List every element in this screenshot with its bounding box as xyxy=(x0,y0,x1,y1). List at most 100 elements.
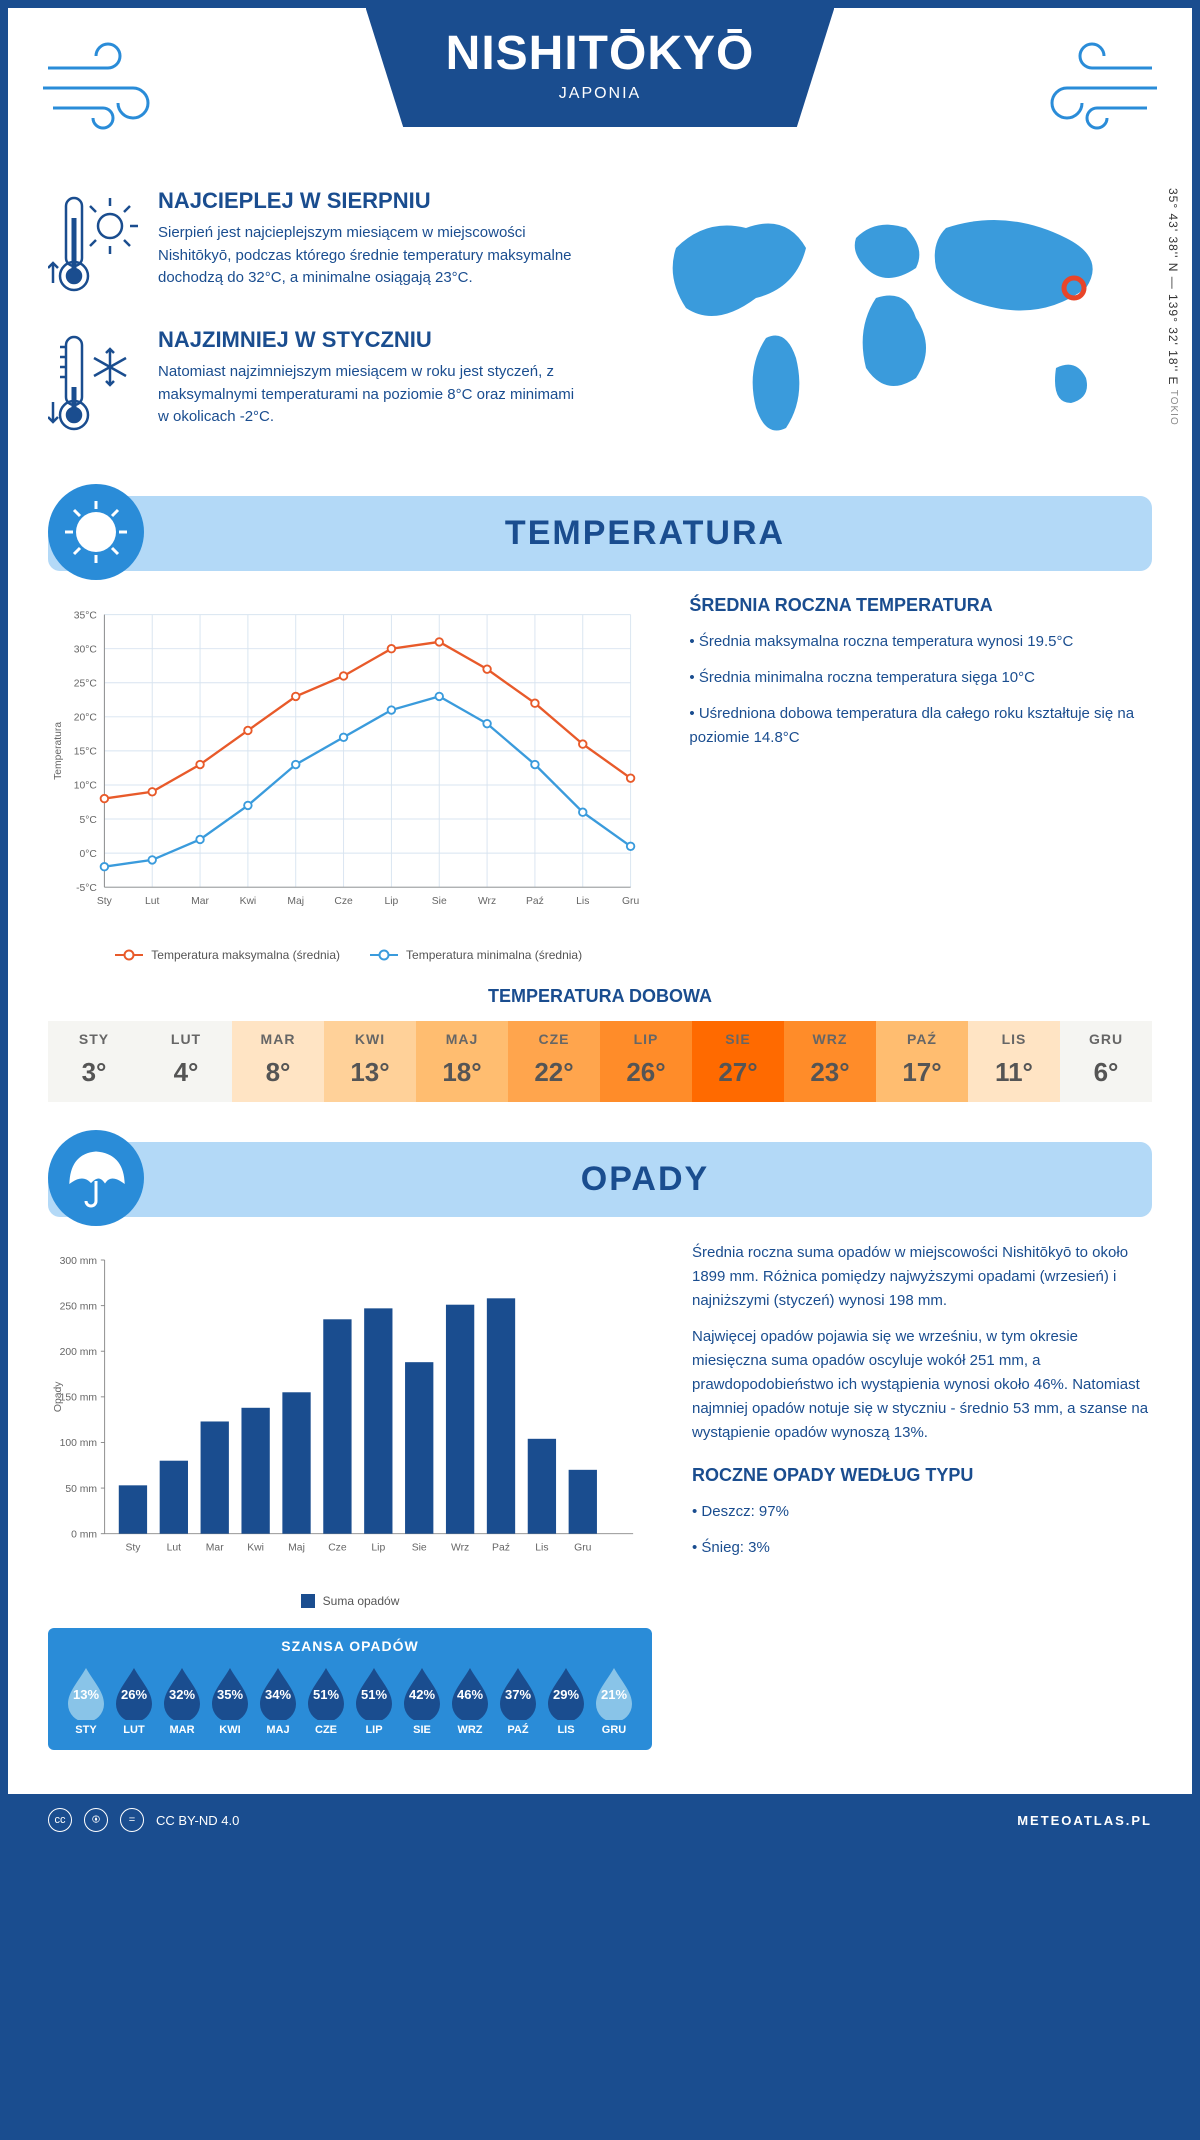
world-map: 35° 43' 38'' N — 139° 32' 18'' E TOKIO xyxy=(620,188,1152,466)
temperature-info: ŚREDNIA ROCZNA TEMPERATURA • Średnia mak… xyxy=(689,595,1152,962)
temperature-title: TEMPERATURA xyxy=(158,514,1132,553)
svg-text:Lip: Lip xyxy=(371,1543,385,1554)
svg-text:Lis: Lis xyxy=(535,1543,548,1554)
szansa-cell: 29% LIS xyxy=(544,1664,588,1736)
svg-text:Lut: Lut xyxy=(145,896,159,907)
svg-text:0 mm: 0 mm xyxy=(71,1529,97,1540)
svg-text:50 mm: 50 mm xyxy=(65,1484,97,1495)
thermometer-snow-icon xyxy=(48,327,138,442)
svg-text:Lis: Lis xyxy=(576,896,589,907)
umbrella-icon xyxy=(48,1130,144,1226)
license-text: CC BY-ND 4.0 xyxy=(156,1813,239,1828)
intro-row: NAJCIEPLEJ W SIERPNIU Sierpień jest najc… xyxy=(48,188,1152,466)
cc-icon: cc xyxy=(48,1808,72,1832)
szansa-cell: 13% STY xyxy=(64,1664,108,1736)
svg-text:Wrz: Wrz xyxy=(451,1543,469,1554)
szansa-cell: 35% KWI xyxy=(208,1664,252,1736)
fact-cold-title: NAJZIMNIEJ W STYCZNIU xyxy=(158,327,580,353)
szansa-cell: 37% PAŹ xyxy=(496,1664,540,1736)
dobowa-cell: LIP26° xyxy=(600,1021,692,1102)
svg-text:15°C: 15°C xyxy=(74,747,98,758)
country-subtitle: JAPONIA xyxy=(446,85,755,103)
temperature-chart: -5°C0°C5°C10°C15°C20°C25°C30°C35°CStyLut… xyxy=(48,595,649,962)
szansa-cell: 21% GRU xyxy=(592,1664,636,1736)
svg-text:-5°C: -5°C xyxy=(76,883,97,894)
svg-text:Lip: Lip xyxy=(385,896,399,907)
svg-text:Kwi: Kwi xyxy=(240,896,257,907)
coords-text: 35° 43' 38'' N — 139° 32' 18'' E xyxy=(1166,188,1180,385)
city-title: NISHITŌKYŌ xyxy=(446,26,755,81)
svg-text:250 mm: 250 mm xyxy=(60,1301,97,1312)
dobowa-cell: KWI13° xyxy=(324,1021,416,1102)
precip-title: OPADY xyxy=(158,1160,1132,1199)
thermometer-sun-icon xyxy=(48,188,138,303)
svg-text:Maj: Maj xyxy=(287,896,304,907)
szansa-row: 13% STY 26% LUT 32% MAR 35% KWI 34% MAJ … xyxy=(64,1664,636,1736)
svg-text:Sty: Sty xyxy=(125,1543,141,1554)
dobowa-cell: CZE22° xyxy=(508,1021,600,1102)
precip-type-title: ROCZNE OPADY WEDŁUG TYPU xyxy=(692,1465,1152,1486)
svg-text:150 mm: 150 mm xyxy=(60,1393,97,1404)
svg-text:Lut: Lut xyxy=(167,1543,182,1554)
svg-text:Sie: Sie xyxy=(432,896,447,907)
dobowa-title: TEMPERATURA DOBOWA xyxy=(48,986,1152,1007)
svg-text:0°C: 0°C xyxy=(80,849,98,860)
dobowa-cell: SIE27° xyxy=(692,1021,784,1102)
szansa-cell: 34% MAJ xyxy=(256,1664,300,1736)
svg-text:35°C: 35°C xyxy=(74,610,98,621)
precip-type-1: • Śnieg: 3% xyxy=(692,1536,1152,1560)
svg-text:25°C: 25°C xyxy=(74,679,98,690)
precip-type-0: • Deszcz: 97% xyxy=(692,1500,1152,1524)
svg-text:Sie: Sie xyxy=(412,1543,427,1554)
legend-max: Temperatura maksymalna (średnia) xyxy=(151,948,340,962)
svg-text:Cze: Cze xyxy=(334,896,353,907)
dobowa-cell: LUT4° xyxy=(140,1021,232,1102)
dobowa-cell: WRZ23° xyxy=(784,1021,876,1102)
szansa-cell: 51% LIP xyxy=(352,1664,396,1736)
nd-icon: = xyxy=(120,1808,144,1832)
section-header-temperature: TEMPERATURA xyxy=(48,496,1152,571)
fact-hottest: NAJCIEPLEJ W SIERPNIU Sierpień jest najc… xyxy=(48,188,580,303)
dobowa-cell: GRU6° xyxy=(1060,1021,1152,1102)
svg-text:100 mm: 100 mm xyxy=(60,1438,97,1449)
precip-legend: Suma opadów xyxy=(48,1594,652,1608)
coordinates: 35° 43' 38'' N — 139° 32' 18'' E TOKIO xyxy=(1166,188,1180,426)
temp-bullet-1: • Średnia minimalna roczna temperatura s… xyxy=(689,666,1152,690)
fact-coldest: NAJZIMNIEJ W STYCZNIU Natomiast najzimni… xyxy=(48,327,580,442)
dobowa-cell: LIS11° xyxy=(968,1021,1060,1102)
svg-text:Wrz: Wrz xyxy=(478,896,496,907)
svg-text:Kwi: Kwi xyxy=(247,1543,264,1554)
svg-text:30°C: 30°C xyxy=(74,644,98,655)
svg-text:Maj: Maj xyxy=(288,1543,305,1554)
sun-icon xyxy=(48,484,144,580)
szansa-cell: 32% MAR xyxy=(160,1664,204,1736)
precip-chart: 0 mm 50 mm 100 mm 150 mm 200 mm 250 mm 300 mm S… xyxy=(48,1241,652,1750)
svg-text:Cze: Cze xyxy=(328,1543,347,1554)
site-name: METEOATLAS.PL xyxy=(1017,1813,1152,1828)
dobowa-cell: STY3° xyxy=(48,1021,140,1102)
svg-text:Temperatura: Temperatura xyxy=(53,722,64,780)
szansa-cell: 42% SIE xyxy=(400,1664,444,1736)
szansa-title: SZANSA OPADÓW xyxy=(64,1638,636,1654)
szansa-box: SZANSA OPADÓW 13% STY 26% LUT 32% MAR 35… xyxy=(48,1628,652,1750)
wind-icon-left xyxy=(38,38,178,143)
page: NISHITŌKYŌ JAPONIA NAJCIEPLEJ W SIERPNIU… xyxy=(8,8,1192,1846)
fact-hot-text: Sierpień jest najcieplejszym miesiącem w… xyxy=(158,222,580,290)
svg-text:Paź: Paź xyxy=(526,896,544,907)
precip-info: Średnia roczna suma opadów w miejscowośc… xyxy=(692,1241,1152,1750)
wind-icon-right xyxy=(1022,38,1162,143)
svg-text:Opady: Opady xyxy=(53,1381,64,1412)
footer: cc 🅯 = CC BY-ND 4.0 METEOATLAS.PL xyxy=(8,1794,1192,1846)
dobowa-cell: MAR8° xyxy=(232,1021,324,1102)
header: NISHITŌKYŌ JAPONIA xyxy=(8,8,1192,188)
svg-text:300 mm: 300 mm xyxy=(60,1256,97,1267)
svg-text:200 mm: 200 mm xyxy=(60,1347,97,1358)
szansa-cell: 26% LUT xyxy=(112,1664,156,1736)
temp-bullet-2: • Uśredniona dobowa temperatura dla całe… xyxy=(689,702,1152,750)
timezone-label: TOKIO xyxy=(1168,390,1179,426)
svg-text:Gru: Gru xyxy=(622,896,639,907)
svg-text:Gru: Gru xyxy=(574,1543,592,1554)
svg-text:Mar: Mar xyxy=(206,1543,224,1554)
by-icon: 🅯 xyxy=(84,1808,108,1832)
fact-cold-text: Natomiast najzimniejszym miesiącem w rok… xyxy=(158,361,580,429)
